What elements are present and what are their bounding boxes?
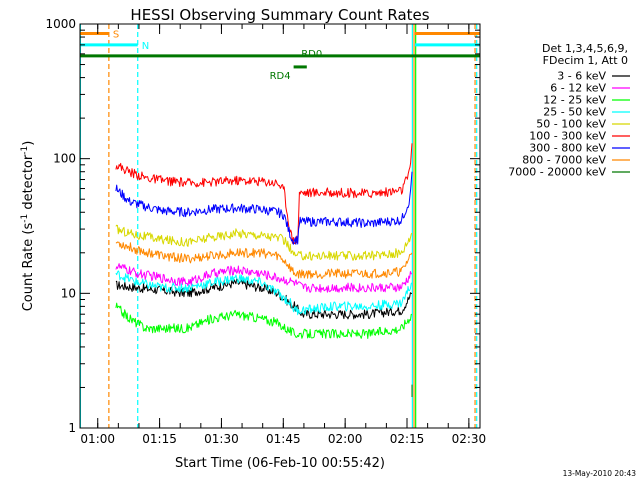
legend-label-0: 3 - 6 keV [557,70,606,83]
plot-underlay [79,24,478,428]
y-axis-label-main: Count Rate (s [21,223,36,312]
legend-label-8: 7000 - 20000 keV [508,166,606,179]
series-line-2 [115,302,413,339]
x-tick-label-1: 01:15 [142,432,177,446]
y-axis-label-sup2: -1 [20,146,30,155]
legend-label-5: 100 - 300 keV [529,130,606,143]
legend-label-7: 800 - 7000 keV [522,154,606,167]
x-tick-label-0: 01:00 [80,432,115,446]
legend-label-1: 6 - 12 keV [550,82,606,95]
x-tick-label-3: 01:45 [266,432,301,446]
legend-header-line-2: FDecim 1, Att 0 [543,54,628,67]
x-tick-label-2: 01:30 [204,432,239,446]
y-tick-label-1: 10 [61,286,76,300]
y-axis-label-end: ) [21,141,36,146]
series-line-4 [115,224,413,261]
y-tick-label-2: 100 [53,152,76,166]
series-line-3 [115,270,413,316]
y-axis-label: Count Rate (s-1 detector-1) [20,141,36,312]
chart-title: HESSI Observing Summary Count Rates [130,6,429,24]
legend-label-2: 12 - 25 keV [543,94,606,107]
flag-label-2: RD0 [301,49,322,60]
series-line-1 [115,263,413,293]
legend-header-line-1: Det 1,3,4,5,6,9, [542,42,628,55]
y-axis-label-sup1: -1 [20,214,30,223]
y-axis-label-mid: detector [21,154,36,214]
series-layer [115,143,413,397]
y-tick-label-0: 1 [68,421,76,435]
x-tick-label-4: 02:00 [328,432,363,446]
x-tick-label-5: 02:15 [390,432,425,446]
series-line-5 [115,143,413,245]
x-tick-label-6: 02:30 [452,432,487,446]
series-line-6 [115,171,413,245]
timestamp: 13-May-2010 20:43 [563,469,637,478]
flag-layer: S N RD0 RD4 [80,30,480,82]
series-line-0 [115,278,413,320]
legend-label-6: 300 - 800 keV [529,142,606,155]
flag-label-1: N [142,41,149,52]
flag-label-0: S [113,30,119,41]
flag-label-3: RD4 [270,71,291,82]
legend-label-4: 50 - 100 keV [536,118,606,131]
x-axis-label: Start Time (06-Feb-10 00:55:42) [175,456,385,471]
legend-label-3: 25 - 50 keV [543,106,606,119]
series-line-7 [115,241,413,279]
y-tick-label-3: 1000 [45,17,76,31]
plot-frame [79,23,481,429]
axis-layer: 01:00 01:15 01:30 01:45 02:00 02:15 02:30 1 10 10… [45,17,486,446]
